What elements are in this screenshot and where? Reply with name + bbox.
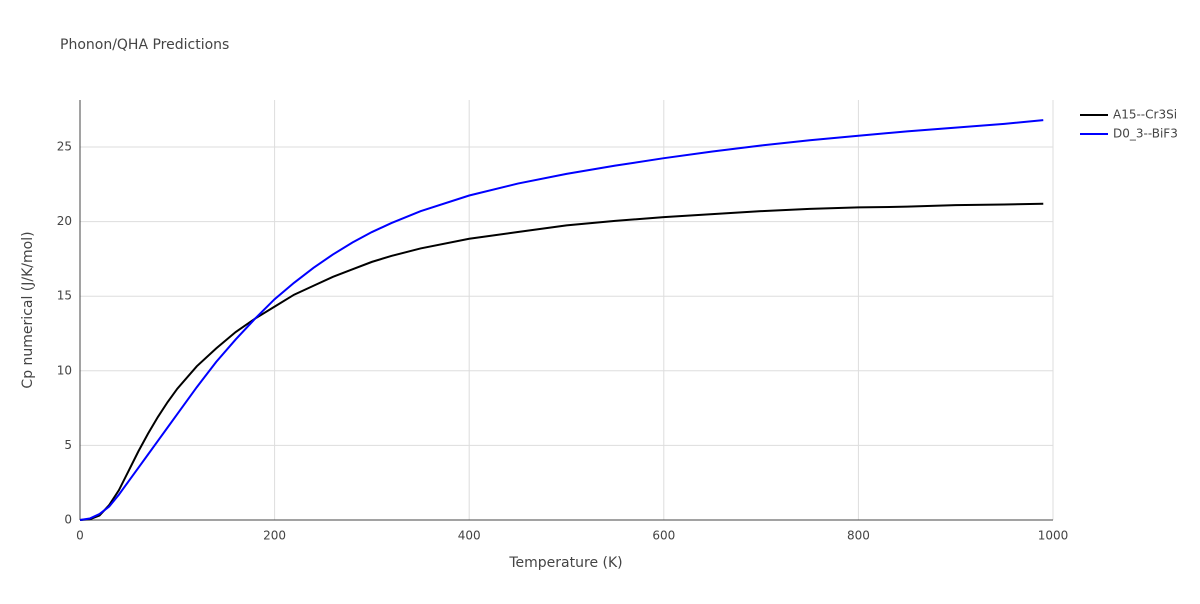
y-tick-label: 25 [57, 139, 72, 153]
x-tick-label: 400 [458, 529, 481, 543]
x-tick-label: 800 [847, 529, 870, 543]
legend-label: A15--Cr3Si [1113, 108, 1177, 122]
y-tick-label: 0 [64, 513, 72, 527]
x-tick-label: 600 [652, 529, 675, 543]
chart-title: Phonon/QHA Predictions [60, 37, 229, 53]
x-tick-label: 0 [76, 529, 84, 543]
y-tick-label: 20 [57, 214, 72, 228]
y-tick-label: 10 [57, 363, 72, 377]
x-tick-label: 1000 [1038, 529, 1069, 543]
x-tick-label: 200 [263, 529, 286, 543]
line-series [79, 119, 1044, 521]
y-tick-label: 15 [57, 289, 72, 303]
line-series [79, 202, 1044, 521]
legend-label: D0_3--BiF3 [1113, 127, 1178, 141]
x-axis-title: Temperature (K) [508, 555, 622, 571]
y-axis-title: Cp numerical (J/K/mol) [20, 231, 36, 388]
y-tick-label: 5 [64, 438, 72, 452]
